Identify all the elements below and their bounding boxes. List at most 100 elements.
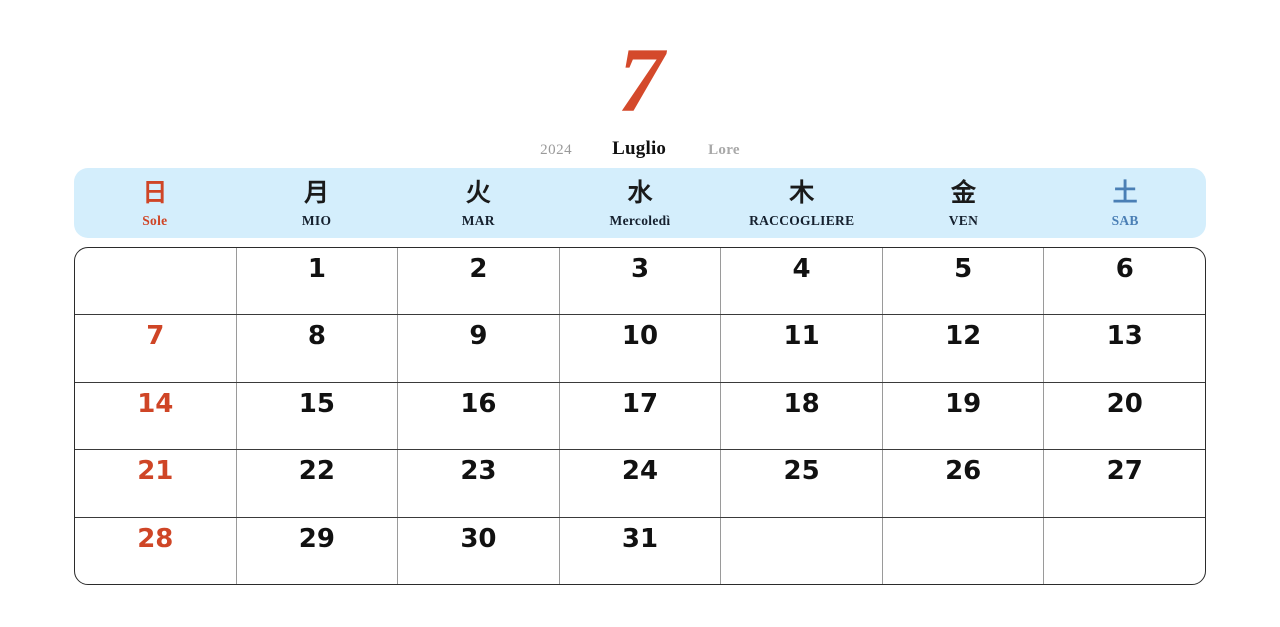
extra-label: Lore xyxy=(708,142,740,158)
calendar-day-cell[interactable]: 10 xyxy=(560,315,722,382)
date-number: 25 xyxy=(783,456,820,487)
calendar-day-cell[interactable]: 30 xyxy=(398,517,560,584)
weekday-header-2: 火 MAR xyxy=(397,168,559,238)
date-number: 21 xyxy=(137,456,174,487)
calendar-day-cell[interactable]: 4 xyxy=(721,248,883,315)
calendar-day-cell[interactable]: 6 xyxy=(1044,248,1205,314)
calendar-day-cell[interactable]: 19 xyxy=(883,382,1045,450)
calendar-day-cell[interactable]: 11 xyxy=(721,315,883,382)
calendar-week-row: 28 29 30 31 xyxy=(75,517,1205,584)
weekday-header-0: 日 Sole xyxy=(74,168,236,238)
date-number: 6 xyxy=(1115,254,1134,284)
weekday-abbr-6: SAB xyxy=(1111,213,1139,228)
calendar-day-cell[interactable]: 18 xyxy=(721,382,883,450)
calendar-day-cell[interactable]: 7 xyxy=(75,315,237,382)
calendar-day-cell[interactable]: 25 xyxy=(721,450,883,517)
date-number: 2 xyxy=(469,254,488,284)
calendar-day-cell[interactable]: 21 xyxy=(75,450,237,517)
date-number: 10 xyxy=(621,321,659,352)
calendar-day-cell[interactable]: 23 xyxy=(398,450,560,517)
calendar-day-cell[interactable]: 22 xyxy=(237,450,399,517)
weekday-header-1: 月 MIO xyxy=(236,168,398,238)
calendar-day-cell[interactable]: 24 xyxy=(560,450,722,517)
date-number: 26 xyxy=(945,456,982,487)
date-number: 15 xyxy=(298,388,335,419)
date-number: 3 xyxy=(630,254,650,284)
calendar-day-cell[interactable]: 13 xyxy=(1044,315,1205,381)
calendar-day-cell[interactable]: 15 xyxy=(237,382,399,450)
calendar-day-cell[interactable]: 26 xyxy=(883,450,1045,517)
calendar-week-row: 1 2 3 4 5 6 xyxy=(75,248,1205,316)
weekday-kanji-2: 火 xyxy=(465,178,491,207)
date-number: 23 xyxy=(460,456,497,487)
date-number: 7 xyxy=(146,321,165,352)
calendar-empty-cell xyxy=(883,517,1045,584)
calendar-day-cell[interactable]: 29 xyxy=(237,517,399,584)
calendar-day-cell[interactable]: 17 xyxy=(560,382,722,450)
weekday-kanji-3: 水 xyxy=(627,178,653,207)
calendar-empty-cell xyxy=(1044,518,1205,584)
date-number: 20 xyxy=(1106,388,1143,419)
date-number: 8 xyxy=(307,321,326,352)
calendar-empty-cell xyxy=(721,517,883,584)
year-label: 2024 xyxy=(540,142,573,158)
date-number: 13 xyxy=(1106,321,1143,352)
date-number: 16 xyxy=(460,388,497,419)
month-numeral-logo: 7 xyxy=(618,29,664,131)
calendar-day-cell[interactable]: 3 xyxy=(560,248,722,315)
calendar-week-row: 21 22 23 24 25 26 27 xyxy=(75,450,1205,518)
calendar-week-row: 7 8 9 10 11 12 13 xyxy=(75,315,1205,383)
date-number: 11 xyxy=(783,321,820,352)
date-number: 9 xyxy=(469,321,488,352)
weekday-kanji-5: 金 xyxy=(950,178,976,207)
date-number: 28 xyxy=(137,523,174,554)
date-number: 12 xyxy=(945,321,982,352)
month-name-label: Luglio xyxy=(612,138,667,159)
weekday-kanji-4: 木 xyxy=(789,178,815,207)
calendar-day-cell[interactable]: 9 xyxy=(398,315,560,382)
weekday-header-band: 日 Sole 月 MIO 火 MAR 水 Mercoledì 木 RACCOGLIERE 金 VEN 土… xyxy=(74,168,1206,238)
date-number: 22 xyxy=(298,456,335,487)
calendar-day-cell[interactable]: 12 xyxy=(883,315,1045,382)
date-number: 4 xyxy=(792,254,811,284)
calendar-day-cell[interactable]: 5 xyxy=(883,248,1045,315)
weekday-header-3: 水 Mercoledì xyxy=(559,168,721,238)
title-line: 2024 Luglio Lore xyxy=(0,138,1280,160)
weekday-kanji-1: 月 xyxy=(304,178,330,207)
date-number: 29 xyxy=(298,523,335,554)
date-number: 24 xyxy=(621,456,659,487)
calendar-day-cell[interactable]: 27 xyxy=(1044,450,1205,516)
calendar-date-grid: 1 2 3 4 5 6 7 8 9 10 11 12 13 14 15 16 17 18 19 20 21 22 23 24 2… xyxy=(74,247,1206,585)
calendar-week-row: 14 15 16 17 18 19 20 xyxy=(75,382,1205,451)
weekday-header-6: 土 SAB xyxy=(1044,168,1206,238)
weekday-abbr-3: Mercoledì xyxy=(609,213,671,228)
calendar-day-cell[interactable]: 28 xyxy=(75,517,237,584)
weekday-header-5: 金 VEN xyxy=(883,168,1045,238)
date-number: 30 xyxy=(460,523,497,554)
weekday-kanji-6: 土 xyxy=(1112,178,1138,207)
date-number: 5 xyxy=(954,254,973,284)
date-number: 14 xyxy=(137,388,174,419)
calendar-day-cell[interactable]: 20 xyxy=(1044,383,1205,449)
date-number: 18 xyxy=(783,388,820,419)
date-number: 17 xyxy=(621,388,659,419)
masthead: 7 2024 Luglio Lore xyxy=(0,0,1280,165)
weekday-header-4: 木 RACCOGLIERE xyxy=(721,168,883,238)
date-number: 19 xyxy=(945,388,982,419)
calendar-empty-cell xyxy=(75,248,237,315)
weekday-abbr-2: MAR xyxy=(461,213,495,228)
calendar-day-cell[interactable]: 1 xyxy=(237,248,399,315)
weekday-abbr-1: MIO xyxy=(301,213,332,228)
weekday-kanji-0: 日 xyxy=(142,178,168,207)
date-number: 1 xyxy=(307,254,326,284)
calendar-day-cell[interactable]: 16 xyxy=(398,382,560,450)
date-number: 27 xyxy=(1106,456,1143,487)
calendar-day-cell[interactable]: 14 xyxy=(75,382,237,450)
calendar-day-cell[interactable]: 31 xyxy=(560,517,722,584)
weekday-abbr-0: Sole xyxy=(142,213,168,228)
calendar-day-cell[interactable]: 8 xyxy=(237,315,399,382)
date-number: 31 xyxy=(621,523,659,554)
weekday-abbr-4: RACCOGLIERE xyxy=(749,213,855,228)
calendar-day-cell[interactable]: 2 xyxy=(398,248,560,315)
weekday-abbr-5: VEN xyxy=(948,213,979,228)
